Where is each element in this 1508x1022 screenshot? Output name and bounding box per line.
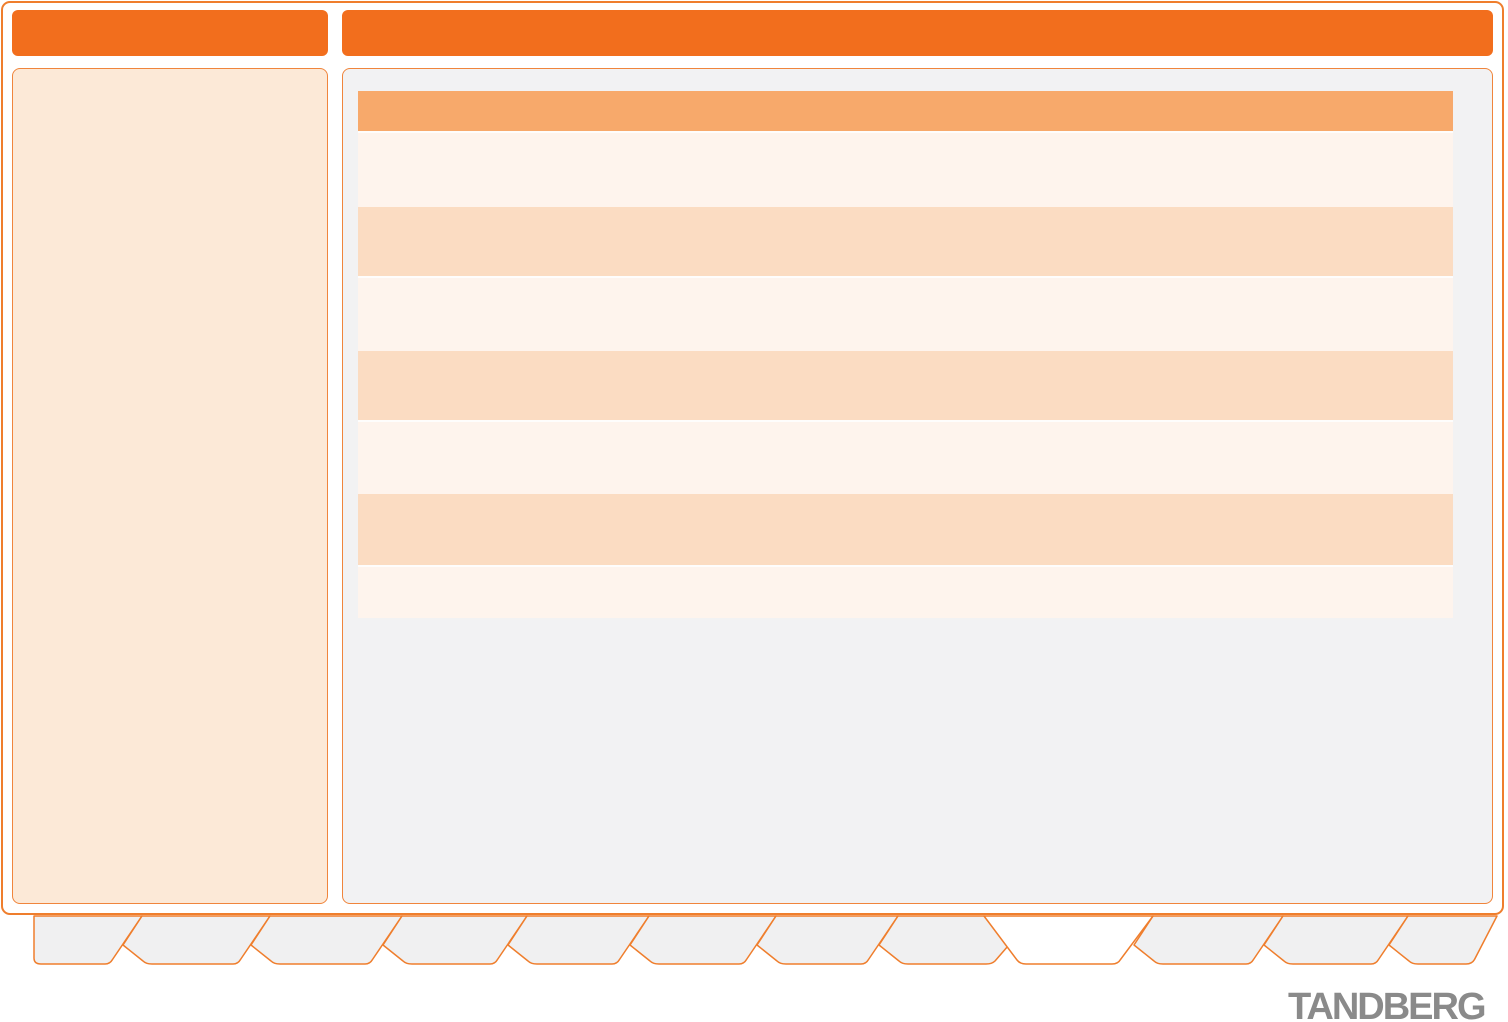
table-row (358, 351, 1453, 422)
footer-tab-11[interactable] (1263, 915, 1409, 965)
top-bar-right (342, 10, 1493, 56)
table-row (358, 494, 1453, 567)
footer-tab-2[interactable] (122, 915, 271, 965)
footer-tab-3[interactable] (250, 915, 403, 965)
table-row (358, 567, 1453, 618)
table-row (358, 207, 1453, 278)
table-header-row (358, 91, 1453, 133)
status-table (358, 91, 1453, 618)
table-row (358, 278, 1453, 351)
table-row (358, 422, 1453, 494)
footer-tab-6[interactable] (629, 915, 777, 965)
table-row (358, 133, 1453, 207)
footer-tab-12[interactable] (1388, 915, 1498, 965)
sidebar-panel (12, 68, 328, 904)
main-panel (342, 68, 1493, 904)
content-frame (1, 1, 1504, 915)
footer-tab-7[interactable] (756, 915, 899, 965)
top-bar-left (12, 10, 328, 56)
footer-tab-1[interactable] (33, 915, 143, 965)
footer-tab-4[interactable] (382, 915, 528, 965)
footer-tab-9-active[interactable] (983, 915, 1154, 965)
footer-tab-5[interactable] (507, 915, 650, 965)
tandberg-logo: TANDBERG (1288, 986, 1487, 1022)
footer-tab-10[interactable] (1133, 915, 1284, 965)
footer-tab-strip (33, 915, 1498, 965)
footer-tab-8[interactable] (878, 915, 1009, 965)
